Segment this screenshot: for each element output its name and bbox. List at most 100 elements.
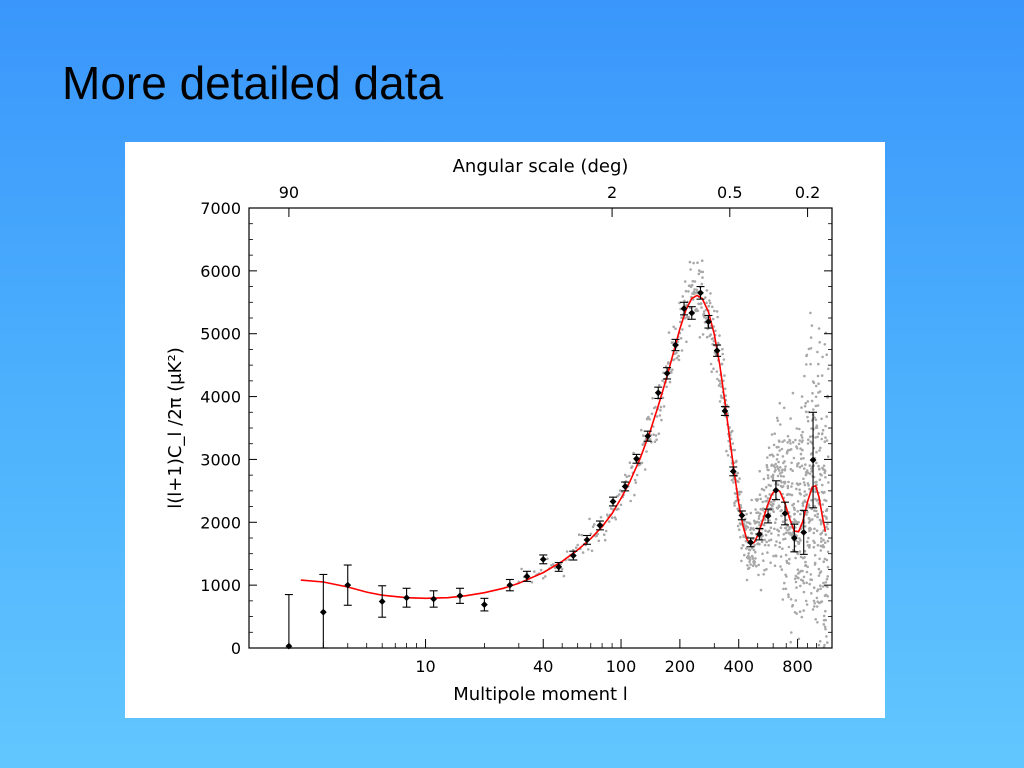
scatter-point [716, 315, 719, 319]
scatter-point [625, 475, 629, 479]
scatter-point [731, 442, 735, 445]
scatter-point [651, 396, 654, 400]
scatter-point [619, 503, 623, 507]
scatter-point [687, 284, 691, 287]
scatter-point [804, 599, 808, 603]
scatter-point [783, 460, 786, 463]
scatter-point [812, 586, 816, 589]
scatter-point [823, 541, 827, 544]
scatter-point [775, 458, 779, 461]
scatter-point [809, 528, 813, 531]
scatter-point [803, 483, 807, 487]
data-marker [506, 581, 514, 589]
scatter-point [623, 473, 627, 477]
x-tick-label: 40 [533, 657, 553, 676]
scatter-point [743, 553, 746, 557]
scatter-point [822, 614, 826, 618]
scatter-point [804, 473, 808, 477]
binned-point [643, 430, 652, 442]
scatter-point [813, 505, 817, 508]
scatter-point [800, 464, 804, 468]
scatter-point [670, 371, 673, 374]
scatter-point [748, 558, 752, 562]
scatter-point [811, 391, 814, 395]
scatter-point [715, 370, 719, 373]
scatter-point [819, 544, 822, 548]
scatter-point [807, 484, 810, 487]
scatter-point [807, 347, 811, 351]
scatter-point [757, 521, 761, 524]
scatter-point [763, 518, 767, 522]
scatter-point [633, 493, 636, 497]
data-marker [633, 455, 640, 463]
y-tick-label: 1000 [200, 576, 241, 595]
data-marker [480, 601, 488, 609]
scatter-point [648, 417, 651, 421]
scatter-point [783, 480, 787, 484]
scatter-point [817, 567, 821, 571]
scatter-point [618, 493, 621, 496]
scatter-point [643, 468, 647, 471]
scatter-point [816, 374, 820, 378]
scatter-point [803, 374, 806, 378]
scatter-point [683, 280, 687, 283]
binned-point [319, 573, 328, 649]
scatter-point [777, 469, 781, 472]
scatter-point [780, 471, 784, 474]
scatter-point [705, 289, 709, 292]
data-marker [430, 595, 438, 603]
scatter-point [766, 551, 769, 554]
scatter-point [668, 380, 672, 384]
binned-point [771, 480, 780, 501]
scatter-point [759, 497, 762, 501]
scatter-point [738, 477, 741, 480]
data-marker [809, 456, 817, 464]
scatter-point [533, 570, 536, 573]
scatter-point [602, 533, 606, 536]
scatter-point [776, 507, 779, 510]
binned-point [343, 564, 352, 606]
scatter-point [720, 362, 724, 366]
scatter-point [802, 609, 805, 612]
scatter-point [802, 477, 805, 481]
scatter-point [774, 544, 777, 547]
scatter-point [778, 545, 781, 549]
scatter-point [723, 374, 726, 377]
data-marker [772, 486, 780, 494]
scatter-point [759, 512, 762, 515]
y-tick-label: 4000 [200, 388, 241, 407]
scatter-point [701, 276, 704, 279]
binned-point [781, 501, 790, 526]
scatter-point [742, 544, 745, 547]
scatter-point [810, 592, 813, 595]
scatter-point [826, 641, 829, 644]
scatter-point [776, 453, 779, 457]
scatter-point [815, 596, 819, 600]
scatter-point [817, 362, 820, 366]
y-tick-label: 3000 [200, 450, 241, 469]
scatter-point [748, 566, 751, 570]
scatter-point [777, 460, 780, 464]
scatter-point [827, 481, 830, 484]
top-tick-label: 0.5 [717, 183, 742, 202]
scatter-point [696, 261, 699, 264]
scatter-point [786, 441, 789, 444]
scatter-point [709, 362, 713, 366]
scatter-point [718, 379, 722, 383]
scatter-point [762, 573, 765, 576]
scatter-point [745, 512, 748, 516]
x-tick-label: 200 [665, 657, 696, 676]
scatter-point [788, 557, 791, 561]
scatter-point [813, 605, 816, 608]
scatter-point [820, 437, 823, 441]
scatter-point [810, 324, 814, 327]
scatter-point [800, 406, 803, 409]
data-marker [583, 536, 591, 544]
scatter-point [688, 324, 691, 328]
scatter-point [819, 540, 823, 543]
scatter-point [769, 538, 773, 542]
scatter-point [809, 519, 812, 522]
scatter-point [778, 401, 782, 405]
scatter-point [813, 541, 816, 544]
scatter-point [751, 557, 755, 560]
